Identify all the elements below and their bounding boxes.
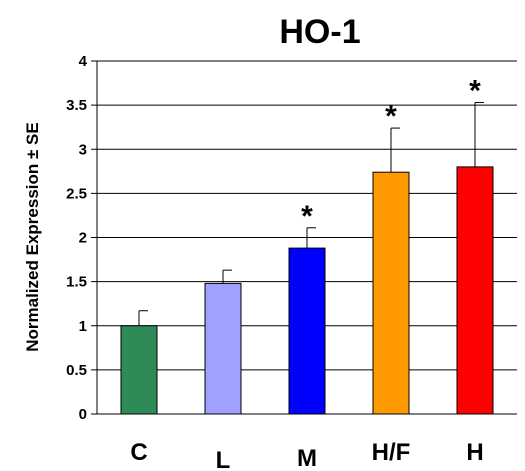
significance-star-2: * <box>301 200 313 233</box>
significance-star-4: * <box>469 74 481 107</box>
bar-1 <box>204 282 242 415</box>
y-tick-label-0: 0 <box>79 406 87 423</box>
y-tick-label-5: 2.5 <box>66 185 87 202</box>
bars <box>120 166 494 415</box>
y-tick-label-6: 3 <box>79 141 87 158</box>
significance-markers: * * * <box>301 74 481 232</box>
x-tick-label-2: M <box>297 445 317 471</box>
error-bars <box>138 101 484 326</box>
x-tick-label-0: C <box>130 439 147 466</box>
bar-0 <box>120 325 158 415</box>
x-tick-label-1: L <box>216 447 231 471</box>
significance-star-3: * <box>385 100 397 133</box>
axes <box>91 60 517 415</box>
y-axis-label: Normalized Expression ± SE <box>23 122 42 351</box>
y-tick-label-3: 1.5 <box>66 274 87 291</box>
y-tick-labels: 0 0.5 1 1.5 2 2.5 3 3.5 4 <box>66 53 88 423</box>
chart-title: HO-1 <box>279 13 360 51</box>
bar-4 <box>456 166 494 415</box>
y-tick-label-4: 2 <box>79 230 87 247</box>
x-tick-label-4: H <box>466 439 483 466</box>
bar-3 <box>372 171 410 415</box>
x-tick-labels: C L M H/F H <box>130 439 483 471</box>
y-tick-label-1: 0.5 <box>66 362 87 379</box>
y-tick-label-8: 4 <box>79 53 88 70</box>
x-tick-label-3: H/F <box>372 439 411 466</box>
y-tick-label-7: 3.5 <box>66 97 87 114</box>
y-tick-label-2: 1 <box>79 318 87 335</box>
bar-2 <box>288 247 326 415</box>
